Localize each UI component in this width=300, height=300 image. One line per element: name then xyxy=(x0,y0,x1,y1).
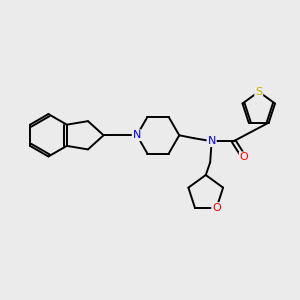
Text: O: O xyxy=(240,152,248,162)
Text: N: N xyxy=(133,130,141,140)
Text: S: S xyxy=(255,87,262,97)
Text: N: N xyxy=(208,136,216,146)
Text: O: O xyxy=(212,203,221,213)
